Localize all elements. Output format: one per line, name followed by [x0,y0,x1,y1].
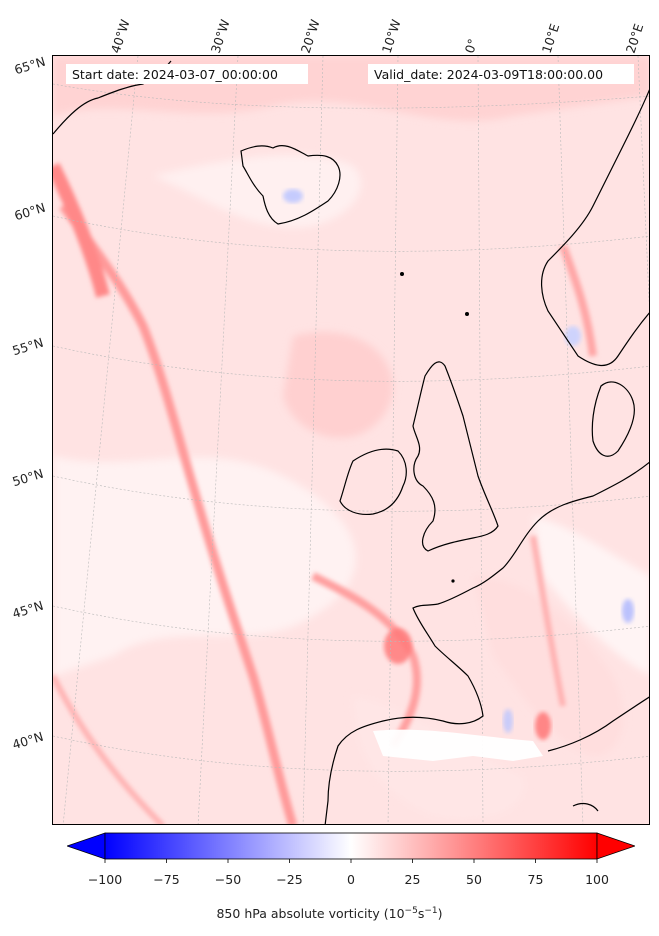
valid-date-label: Valid_date: 2024-03-09T18:00:00.00 [374,67,604,82]
lat-label-60n: 60°N [12,199,48,224]
lon-label-10e: 10°E [538,21,563,55]
colorbar-tick-label: −50 [214,872,242,887]
valid-date-background [368,64,634,84]
iberia-white-patch [373,729,543,761]
vorticity-map [53,56,649,824]
colorbar-tick-label: −100 [87,872,123,887]
colorbar-gradient [104,832,598,860]
colorbar-tick-label: 25 [404,872,421,887]
colorbar-tick-label: 100 [585,872,609,887]
colorbar-extend-high [596,832,635,860]
lat-label-40n: 40°N [10,728,46,753]
lat-label-45n: 45°N [10,597,46,622]
start-date-background [66,64,308,84]
colorbar-tick-label: −25 [276,872,303,887]
lon-label-30w: 30°W [207,17,233,55]
lon-label-20w: 20°W [297,17,323,55]
graticule [53,56,649,824]
colorbar-title: 850 hPa absolute vorticity (10−5s−1) [0,906,659,921]
colorbar-title-exp1: −5 [404,906,418,916]
start-date-label: Start date: 2024-03-07_00:00:00 [72,67,278,82]
vorticity-field-patches [53,56,649,820]
lon-label-10w: 10°W [378,17,404,55]
colorbar-ticks [104,859,598,863]
colorbar-title-main: 850 hPa absolute vorticity (10 [216,906,405,922]
colorbar-tick-label: 75 [527,872,544,887]
lat-label-55n: 55°N [10,334,46,359]
colorbar-extend-low [67,832,106,860]
lon-label-40w: 40°W [107,17,133,55]
islands [400,272,469,583]
colorbar-title-exp2: −1 [424,906,438,916]
colorbar-tick-label: −75 [153,872,180,887]
lon-label-0: 0° [461,36,481,55]
lat-label-65n: 65°N [12,53,48,78]
colorbar-title-end: ) [437,906,443,922]
colorbar-tick-label: 0 [347,872,355,887]
colorbar-title-unit: s [417,906,425,922]
lat-label-50n: 50°N [10,465,46,490]
lon-label-20e: 20°E [622,21,647,55]
vorticity-bands [53,162,597,824]
colorbar [67,832,635,863]
colorbar-tick-label: 50 [466,872,482,887]
map-panel [52,55,650,825]
